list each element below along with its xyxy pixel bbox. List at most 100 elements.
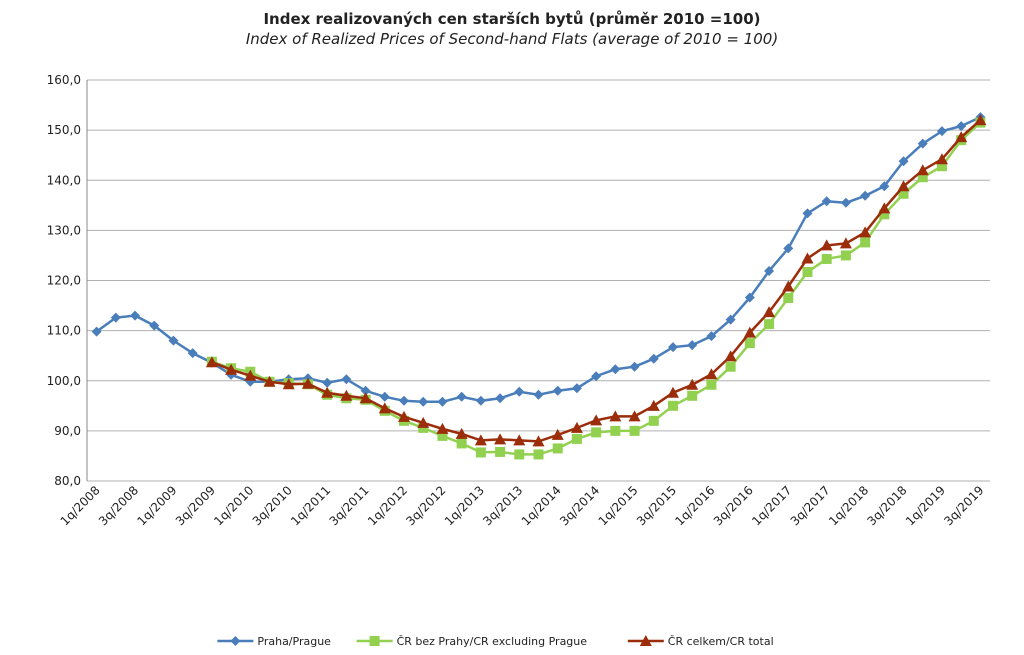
x-tick-label: 1q/2008 <box>58 483 103 528</box>
y-tick-label: 130,0 <box>47 223 81 237</box>
legend-label: ČR celkem/CR total <box>668 635 774 648</box>
x-tick-label: 3q/2008 <box>96 483 141 528</box>
triangle-marker <box>321 386 334 398</box>
triangle-marker <box>647 399 660 411</box>
triangle-marker <box>763 306 776 318</box>
diamond-marker <box>571 383 582 394</box>
diamond-marker <box>821 196 832 207</box>
y-tick-label: 160,0 <box>47 73 81 87</box>
square-marker <box>879 209 890 220</box>
square-marker <box>917 172 928 183</box>
diamond-marker <box>149 320 160 331</box>
diamond-marker <box>456 391 467 402</box>
y-tick-label: 90,0 <box>54 424 81 438</box>
triangle-marker <box>570 421 583 433</box>
square-marker <box>629 425 640 436</box>
triangle-marker <box>686 378 699 390</box>
triangle-marker <box>513 434 526 446</box>
diamond-marker <box>495 393 506 404</box>
triangle-marker <box>551 428 564 440</box>
x-tick-label: 3q/2012 <box>403 483 448 528</box>
diamond-marker <box>744 292 755 303</box>
diamond-marker <box>110 312 121 323</box>
diamond-marker <box>91 326 102 337</box>
triangle-marker <box>532 435 545 447</box>
square-marker <box>667 400 678 411</box>
triangle-marker <box>263 375 276 387</box>
triangle-marker <box>916 164 929 176</box>
diamond-marker <box>360 385 371 396</box>
triangle-marker <box>398 410 411 422</box>
triangle-marker <box>705 368 718 380</box>
diamond-marker <box>956 121 967 132</box>
diamond-marker <box>437 396 448 407</box>
diamond-marker <box>168 335 179 346</box>
triangle-marker <box>205 356 218 368</box>
triangle-marker <box>609 410 622 422</box>
diamond-marker <box>475 395 486 406</box>
diamond-marker <box>629 361 640 372</box>
triangle-marker <box>340 389 353 401</box>
y-tick-label: 110,0 <box>47 324 81 338</box>
square-marker <box>725 361 736 372</box>
x-tick-label: 1q/2016 <box>672 483 717 528</box>
x-tick-label: 3q/2013 <box>480 483 525 528</box>
legend-marker <box>369 636 380 646</box>
square-marker <box>783 293 794 304</box>
triangle-marker <box>301 377 314 389</box>
square-marker <box>821 253 832 264</box>
x-tick-label: 3q/2019 <box>941 483 986 528</box>
series-line <box>211 121 982 456</box>
triangle-marker <box>225 363 238 375</box>
triangle-marker <box>436 422 449 434</box>
diamond-marker <box>802 208 813 219</box>
diamond-marker <box>917 138 928 149</box>
triangle-marker <box>378 402 391 414</box>
diamond-marker <box>783 243 794 254</box>
x-tick-label: 1q/2017 <box>749 483 794 528</box>
square-marker <box>840 250 851 261</box>
diamond-marker <box>725 314 736 325</box>
triangle-marker <box>455 427 468 439</box>
triangle-marker <box>666 386 679 398</box>
triangle-marker <box>897 180 910 192</box>
diamond-marker <box>610 364 621 375</box>
triangle-marker <box>244 369 257 381</box>
legend-marker <box>230 636 241 646</box>
diamond-marker <box>648 353 659 364</box>
triangle-marker <box>839 237 852 249</box>
x-tick-label: 1q/2014 <box>519 483 564 528</box>
diamond-marker <box>706 331 717 342</box>
diamond-marker <box>667 342 678 353</box>
triangle-marker <box>743 326 756 338</box>
diamond-marker <box>130 310 141 321</box>
triangle-marker <box>801 252 814 264</box>
diamond-marker <box>187 348 198 359</box>
square-marker <box>475 447 486 458</box>
diamond-marker <box>591 371 602 382</box>
x-tick-label: 3q/2016 <box>711 483 756 528</box>
triangle-marker <box>474 434 487 446</box>
triangle-marker <box>782 280 795 292</box>
legend-marker <box>639 635 652 646</box>
square-marker <box>860 237 871 248</box>
diamond-marker <box>379 391 390 402</box>
x-tick-label: 3q/2009 <box>173 483 218 528</box>
diamond-marker <box>341 374 352 385</box>
diamond-marker <box>418 396 429 407</box>
x-tick-label: 1q/2019 <box>903 483 948 528</box>
triangle-marker <box>724 350 737 362</box>
triangle-marker <box>935 153 948 165</box>
square-marker <box>764 319 775 330</box>
triangle-marker <box>590 414 603 426</box>
square-marker <box>533 449 544 460</box>
triangle-marker <box>878 202 891 214</box>
diamond-marker <box>552 385 563 396</box>
y-tick-label: 80,0 <box>54 474 81 488</box>
triangle-marker <box>974 114 987 126</box>
y-tick-label: 120,0 <box>47 274 81 288</box>
square-marker <box>437 430 448 441</box>
diamond-marker <box>840 197 851 208</box>
diamond-marker <box>898 156 909 167</box>
diamond-marker <box>879 181 890 192</box>
